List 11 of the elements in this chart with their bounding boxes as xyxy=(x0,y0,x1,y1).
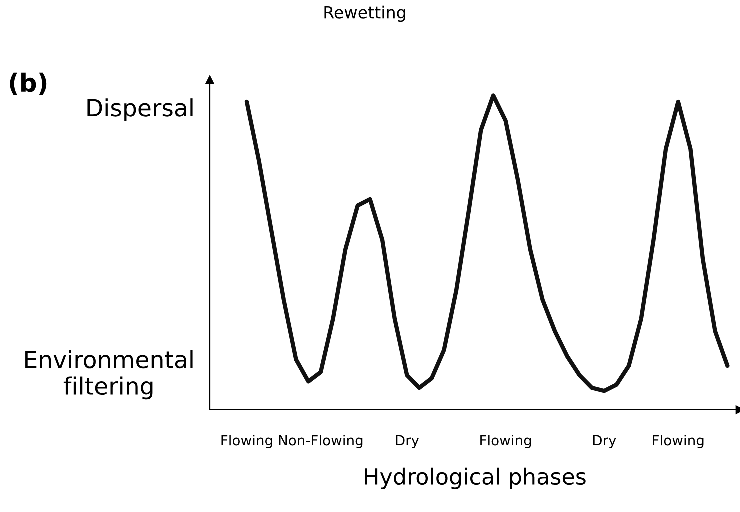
text: Dispersal xyxy=(88,98,193,122)
x-tick-label: Flowing xyxy=(480,435,532,448)
text: (b) xyxy=(10,72,47,96)
x-axis-title: Hydrological phases xyxy=(365,468,586,490)
text: Environmental filtering xyxy=(26,350,193,400)
x-tick-label: Dry xyxy=(396,435,420,448)
x-tick-label: Flowing xyxy=(653,435,704,448)
text: Rewetting xyxy=(324,6,406,22)
x-tick-label: Flowing xyxy=(222,435,272,448)
x-tick-label: Non-Flowing xyxy=(279,435,363,448)
x-tick-label: Dry xyxy=(593,435,616,448)
